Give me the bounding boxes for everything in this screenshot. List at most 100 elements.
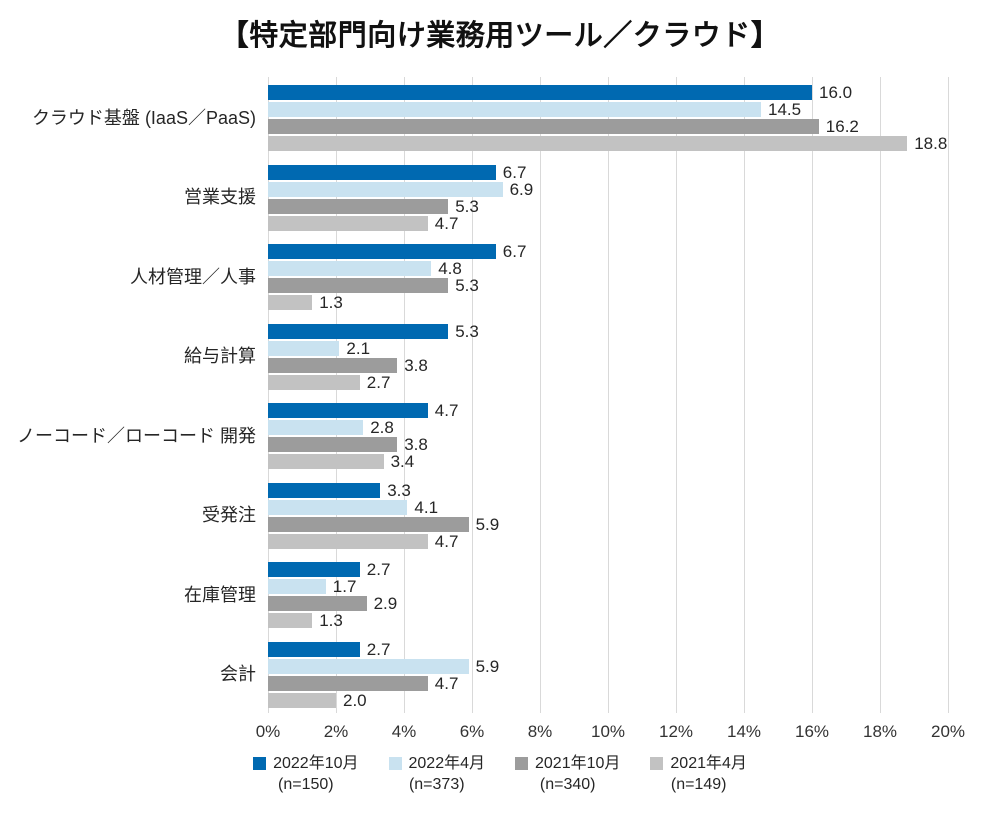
bar-value-label: 2.0 [343, 690, 367, 710]
x-axis-tick-label: 10% [590, 722, 626, 741]
legend-series-name: 2021年4月 [670, 755, 747, 772]
bar [268, 164, 496, 180]
bar [268, 215, 428, 231]
bar [268, 198, 449, 214]
gridline [404, 77, 405, 713]
bar [268, 181, 503, 197]
category-row: 6.7 4.8 5.3 1.3 [268, 236, 948, 316]
legend-item-row: 2021年10月 [515, 753, 620, 774]
x-axis-tick-label: 8% [527, 722, 553, 741]
legend-series-name: 2022年10月 [273, 755, 359, 772]
bar-value-label: 18.8 [914, 134, 948, 153]
bar-value-label: 4.7 [434, 531, 459, 551]
bar-value-label: 6.7 [502, 242, 527, 261]
x-axis-tick-label: 6% [459, 722, 485, 741]
legend: 2022年10月 (n=150) 2022年4月 (n=373) 2021年10月 (n=… [0, 753, 1000, 795]
x-axis-tick-label: 20% [930, 722, 966, 741]
category-row: 2.7 5.9 4.7 2.0 [268, 634, 948, 714]
bar-value-label: 2.7 [366, 372, 391, 392]
bar [268, 675, 428, 691]
legend-series-n: (n=150) [278, 776, 334, 793]
bar-value-label: 2.7 [366, 560, 391, 579]
category-label: 受発注 [202, 505, 256, 526]
category-row: 16.0 14.5 16.2 18.8 [268, 77, 948, 157]
x-axis-tick-label: 18% [862, 722, 898, 741]
legend-item-row: 2022年4月 [388, 753, 486, 774]
bar-value-label: 16.0 [819, 83, 853, 102]
bar-value-label: 1.7 [332, 577, 357, 596]
bar-value-label: 6.9 [509, 179, 534, 199]
plot-area: 16.0 14.5 16.2 18.8 6.7 6.9 5.3 4.7 6.7 4.8 5.3 1.3… [268, 77, 949, 714]
bar-value-label: 4.7 [434, 401, 459, 420]
bar [268, 278, 449, 293]
legend-swatch [388, 757, 402, 770]
category-row: 6.7 6.9 5.3 4.7 [268, 157, 948, 237]
bar-value-label: 6.7 [502, 162, 527, 182]
bar-value-label: 1.3 [319, 293, 343, 312]
legend-item-row: 2022年10月 [253, 753, 359, 774]
category-row: 4.7 2.8 3.8 3.4 [268, 395, 948, 475]
bar-value-label: 4.8 [438, 259, 462, 278]
legend-item: 2022年10月 (n=150) [253, 753, 359, 795]
legend-series-n: (n=340) [539, 776, 596, 793]
bar-value-label: 2.9 [373, 594, 398, 613]
category-axis: クラウド基盤 (IaaS／PaaS) 営業支援 人材管理／人事 給与計算 ノーコード／ロ… [0, 77, 256, 713]
bar-value-label: 3.4 [390, 452, 415, 471]
gridline [472, 77, 473, 713]
category-row: 2.7 1.7 2.9 1.3 [268, 554, 948, 634]
category-row: 3.3 4.1 5.9 4.7 [268, 475, 948, 555]
gridline [676, 77, 677, 713]
bar-value-label: 3.3 [387, 480, 411, 500]
legend-series-n: (n=149) [670, 776, 727, 793]
bar [268, 533, 428, 549]
bar [268, 516, 469, 532]
bar [268, 85, 812, 100]
bar [268, 692, 336, 708]
x-axis-tick-label: 4% [391, 722, 417, 741]
bar [268, 562, 360, 577]
category-row: 5.3 2.1 3.8 2.7 [268, 316, 948, 396]
category-label: 人材管理／人事 [130, 266, 256, 287]
x-axis-tick-label: 16% [794, 722, 830, 741]
category-label: 在庫管理 [184, 584, 256, 605]
bar [268, 420, 364, 435]
bar-value-label: 5.3 [455, 276, 479, 295]
bar [268, 374, 360, 390]
gridline [744, 77, 745, 713]
bar [268, 136, 908, 151]
legend-item: 2021年10月 (n=340) [515, 753, 620, 795]
bar [268, 613, 313, 628]
gridline [608, 77, 609, 713]
gridline [268, 77, 269, 713]
bar-value-label: 5.3 [455, 196, 479, 216]
x-axis-tick-label: 14% [726, 722, 762, 741]
category-label: 給与計算 [184, 346, 256, 367]
x-axis-tick-label: 0% [255, 722, 281, 741]
bar-value-label: 16.2 [825, 117, 859, 136]
bar-value-label: 5.3 [455, 321, 479, 341]
bar-value-label: 1.3 [319, 611, 343, 630]
bar-value-label: 5.9 [475, 656, 500, 676]
x-axis-tick-label: 12% [658, 722, 694, 741]
legend-series-n: (n=373) [408, 776, 465, 793]
legend-series-name: 2022年4月 [408, 755, 486, 772]
gridline [948, 77, 949, 713]
bar [268, 579, 326, 594]
bar [268, 295, 313, 310]
bar-value-label: 2.7 [366, 639, 391, 659]
bar [268, 261, 432, 276]
gridline [812, 77, 813, 713]
gridline [880, 77, 881, 713]
bar [268, 454, 384, 469]
chart-title: 【特定部門向け業務用ツール／クラウド】 [219, 20, 781, 52]
bar-value-label: 3.8 [404, 435, 428, 454]
bar [268, 244, 496, 259]
category-label: ノーコード／ローコード 開発 [17, 425, 256, 446]
category-label: 営業支援 [184, 187, 256, 208]
bar-value-label: 4.7 [434, 673, 459, 693]
bar [268, 323, 449, 339]
bar-value-label: 4.7 [434, 213, 459, 233]
bar [268, 119, 819, 134]
bar-value-label: 3.8 [404, 355, 428, 375]
